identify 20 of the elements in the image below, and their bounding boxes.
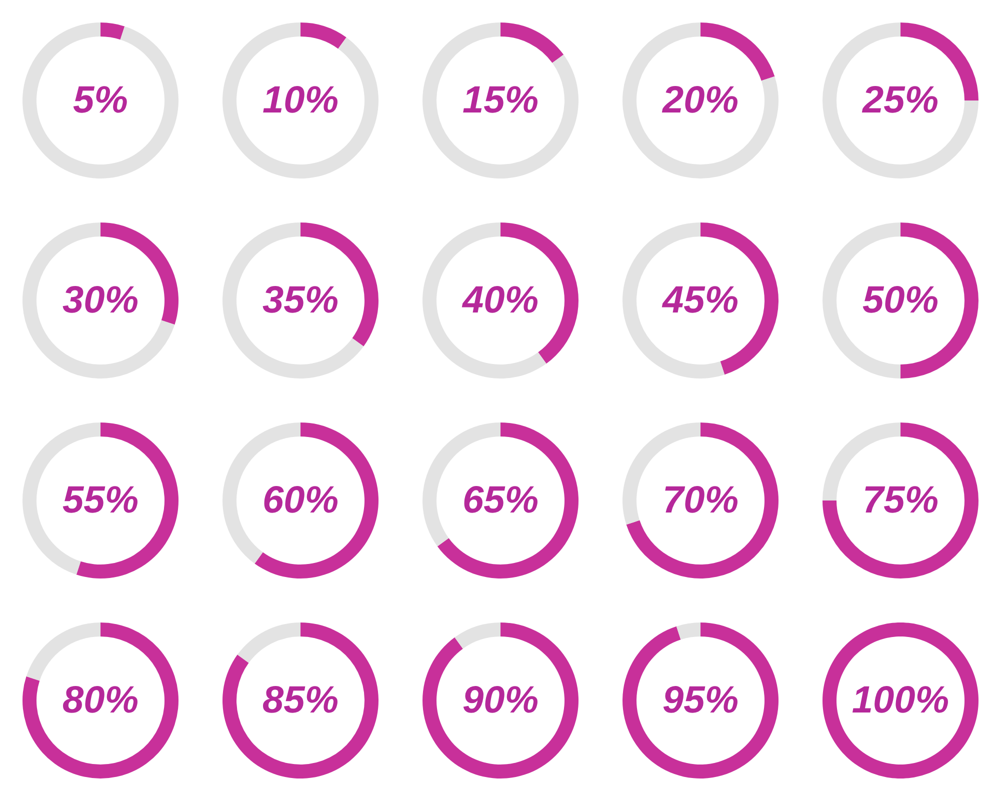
text: 100% — [852, 680, 950, 722]
text: 75% — [862, 480, 939, 522]
text: 95% — [662, 680, 739, 722]
text: 25% — [861, 80, 939, 122]
text: 80% — [62, 680, 139, 722]
text: 30% — [62, 280, 139, 322]
text: 60% — [262, 480, 339, 522]
text: 85% — [262, 680, 339, 722]
text: 90% — [462, 680, 539, 722]
text: 45% — [661, 280, 739, 322]
text: 55% — [62, 480, 139, 522]
text: 15% — [462, 80, 539, 122]
text: 65% — [462, 480, 539, 522]
text: 40% — [461, 280, 539, 322]
text: 50% — [862, 280, 939, 322]
text: 20% — [661, 80, 739, 122]
text: 70% — [662, 480, 739, 522]
text: 35% — [262, 280, 339, 322]
text: 10% — [262, 80, 339, 122]
text: 5% — [73, 80, 128, 122]
